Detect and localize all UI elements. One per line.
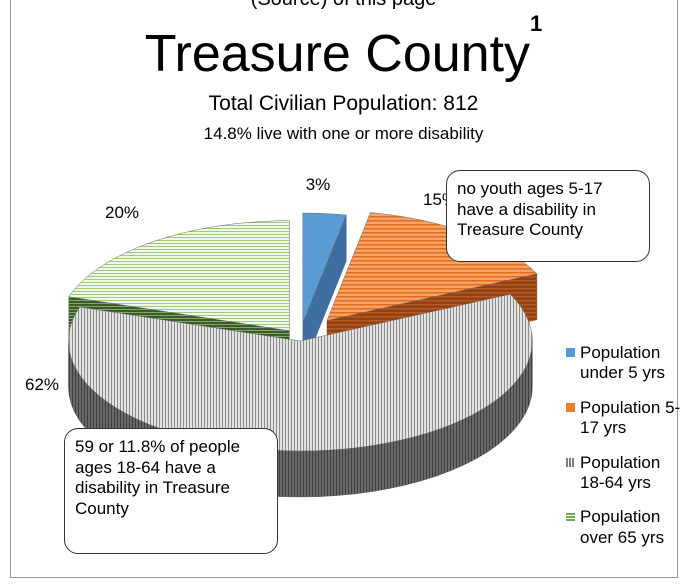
legend-label-5-17: Population 5-17 yrs xyxy=(580,397,681,438)
legend-item-18-64: Population 18-64 yrs xyxy=(562,453,682,494)
legend-item-5-17: Population 5-17 yrs xyxy=(562,398,682,439)
slice-under-5-top xyxy=(302,212,347,324)
callout-adults: 59 or 11.8% of people ages 18-64 have a … xyxy=(64,428,278,554)
callout-youth: no youth ages 5-17 have a disability in … xyxy=(446,170,650,262)
label-under-5: 3% xyxy=(306,175,331,194)
chart-subtitle: Total Civilian Population: 812 xyxy=(208,92,479,115)
legend-swatch-5-17 xyxy=(566,402,575,412)
chart-title-text: Treasure County xyxy=(144,25,531,83)
title-footnote: 1 xyxy=(530,10,543,36)
slice-over-65-top xyxy=(68,220,290,332)
chart-title: Treasure County1 xyxy=(0,12,687,83)
legend-swatch-under-5 xyxy=(566,348,575,357)
label-over-65: 20% xyxy=(105,203,139,222)
label-18-64: 62% xyxy=(25,375,59,394)
partial-top-text: (Source) of this page xyxy=(0,0,687,11)
legend: Population under 5 yrs Population 5-17 y… xyxy=(562,343,682,562)
legend-label-under-5: Population under 5 yrs xyxy=(580,343,666,383)
slice-18-64-top xyxy=(68,293,533,452)
chart-subtitle-2: 14.8% live with one or more disability xyxy=(203,124,484,143)
legend-swatch-18-64 xyxy=(566,457,575,467)
legend-item-under-5: Population under 5 yrs xyxy=(562,343,682,384)
legend-swatch-over-65 xyxy=(566,512,575,522)
legend-label-over-65: Population over 65 yrs xyxy=(580,507,665,547)
legend-item-over-65: Population over 65 yrs xyxy=(562,507,682,548)
legend-label-18-64: Population 18-64 yrs xyxy=(580,452,661,492)
